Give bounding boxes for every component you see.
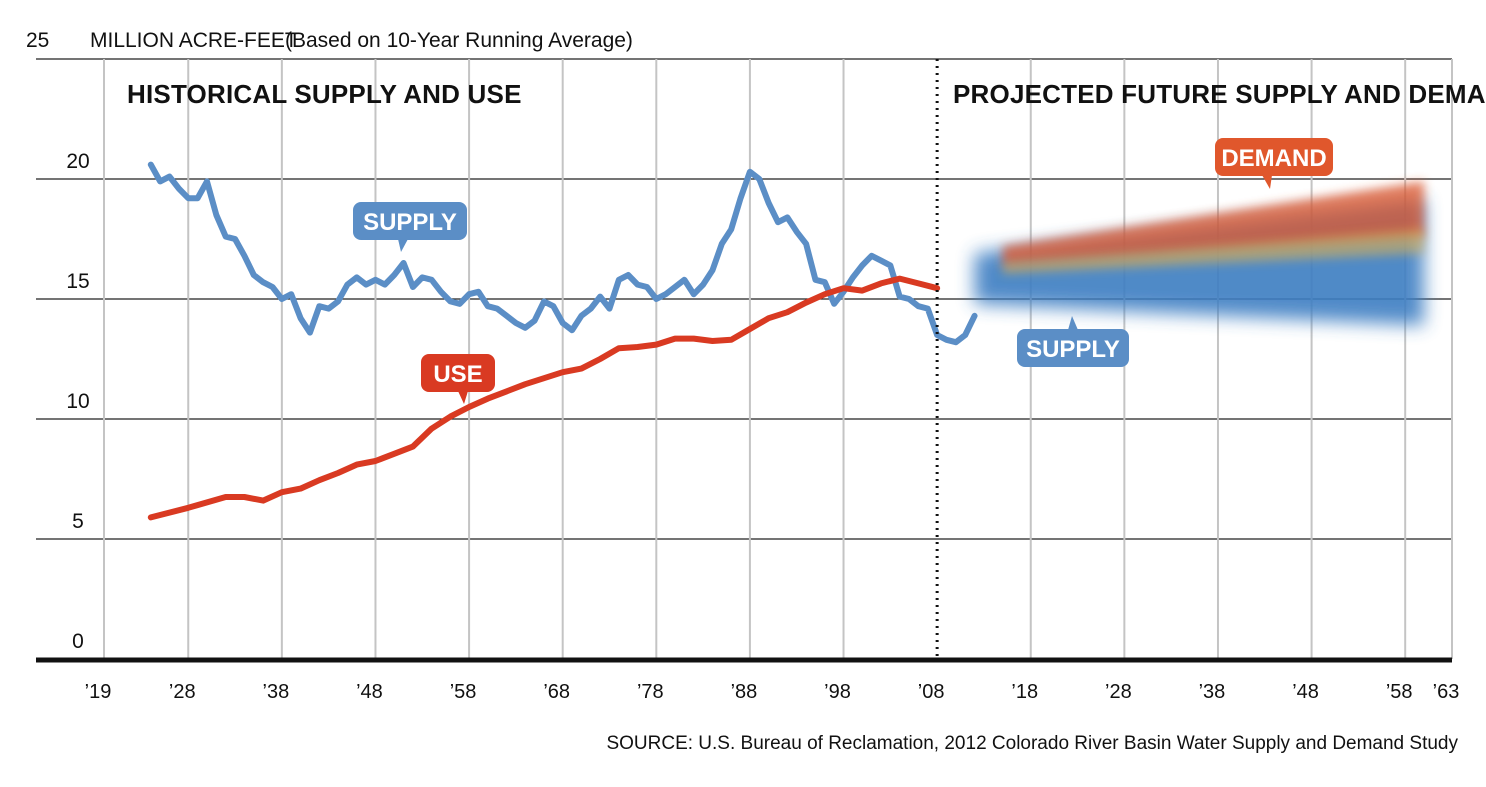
callout-supply-projected-text: SUPPLY bbox=[1026, 336, 1120, 363]
x-tick-label-2048: ’48 bbox=[1292, 681, 1319, 703]
x-tick-label-1968: ’68 bbox=[543, 681, 570, 703]
x-tick-labels: ’19 ’28 ’38 ’48 ’58 ’68 ’78 ’88 ’98 ’08 ’18 ’28 ’38 ’… bbox=[85, 681, 1460, 703]
y-tick-label-0: 0 bbox=[72, 630, 84, 653]
projected-band-demand-overlap bbox=[1002, 229, 1424, 274]
callout-use-historical: USE bbox=[421, 354, 495, 404]
x-tick-label-2038: ’38 bbox=[1199, 681, 1226, 703]
section-projected: PROJECTED FUTURE SUPPLY AND DEMAND bbox=[953, 79, 1486, 109]
callout-supply-projected: SUPPLY bbox=[1017, 316, 1129, 367]
x-tick-label-1958: ’58 bbox=[450, 681, 477, 703]
projected-band-demand bbox=[1002, 181, 1424, 266]
series-line-supply bbox=[147, 161, 978, 346]
x-tick-label-1978: ’78 bbox=[637, 681, 664, 703]
x-tick-label-1919: ’19 bbox=[85, 681, 112, 703]
section-historical: HISTORICAL SUPPLY AND USE bbox=[127, 79, 522, 109]
x-tick-label-1948: ’48 bbox=[356, 681, 383, 703]
series-lines bbox=[147, 161, 978, 521]
y-unit-label: MILLION ACRE-FEET bbox=[90, 29, 298, 52]
series-line-use bbox=[147, 275, 941, 521]
y-tick-label-5: 5 bbox=[72, 510, 84, 533]
x-tick-label-1938: ’38 bbox=[263, 681, 290, 703]
x-tick-label-2028: ’28 bbox=[1105, 681, 1132, 703]
x-tick-label-2008: ’08 bbox=[918, 681, 945, 703]
y-unit-note: (Based on 10-Year Running Average) bbox=[285, 29, 633, 52]
x-tick-label-2063: ’63 bbox=[1433, 681, 1460, 703]
x-tick-label-2018: ’18 bbox=[1011, 681, 1038, 703]
y-tick-label-10: 10 bbox=[66, 390, 89, 413]
y-tick-labels: 0 5 10 15 20 bbox=[66, 150, 89, 653]
x-tick-label-2058: ’58 bbox=[1386, 681, 1413, 703]
callout-demand-projected-text: DEMAND bbox=[1221, 145, 1326, 172]
source-note: SOURCE: U.S. Bureau of Reclamation, 2012… bbox=[606, 733, 1458, 754]
x-tick-label-1988: ’88 bbox=[731, 681, 758, 703]
callout-supply-historical: SUPPLY bbox=[353, 202, 467, 252]
y-unit-top-tick: 25 bbox=[26, 29, 49, 52]
x-tick-label-1998: ’98 bbox=[824, 681, 851, 703]
callout-supply-historical-text: SUPPLY bbox=[363, 209, 457, 236]
y-tick-label-15: 15 bbox=[66, 270, 89, 293]
y-tick-label-20: 20 bbox=[66, 150, 89, 173]
x-tick-label-1928: ’28 bbox=[169, 681, 196, 703]
callout-demand-projected: DEMAND bbox=[1215, 138, 1333, 189]
callout-use-historical-text: USE bbox=[433, 361, 482, 388]
projection-bands bbox=[974, 181, 1424, 326]
